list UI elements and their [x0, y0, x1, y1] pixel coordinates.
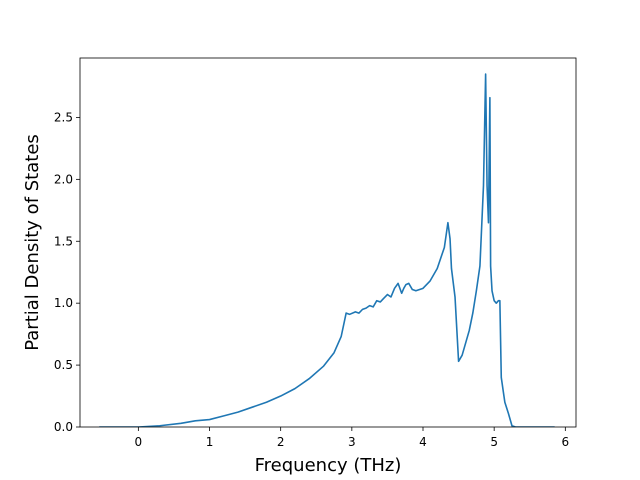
x-tick-label-0: 0	[135, 435, 143, 449]
ticks-layer: 0 1 2 3 4 5 6 0.0 0.5 1.0 1.5 2.0 2.5	[54, 110, 569, 449]
x-tick-label-5: 5	[490, 435, 498, 449]
x-tick-label-1: 1	[206, 435, 214, 449]
y-tick-label-2: 1.0	[54, 296, 73, 310]
x-tick-label-6: 6	[562, 435, 570, 449]
series-layer	[99, 73, 555, 427]
y-tick-label-1: 0.5	[54, 358, 73, 372]
x-tick-label-2: 2	[277, 435, 285, 449]
y-tick-label-0: 0.0	[54, 420, 73, 434]
y-tick-label-3: 1.5	[54, 234, 73, 248]
y-tick-label-5: 2.5	[54, 110, 73, 124]
x-tick-label-3: 3	[348, 435, 356, 449]
x-tick-label-4: 4	[419, 435, 427, 449]
x-axis-label: Frequency (THz)	[255, 455, 402, 476]
y-tick-label-4: 2.0	[54, 172, 73, 186]
plot-frame	[79, 57, 577, 428]
series-line-0	[99, 73, 555, 427]
y-axis-label: Partial Density of States	[22, 134, 43, 351]
